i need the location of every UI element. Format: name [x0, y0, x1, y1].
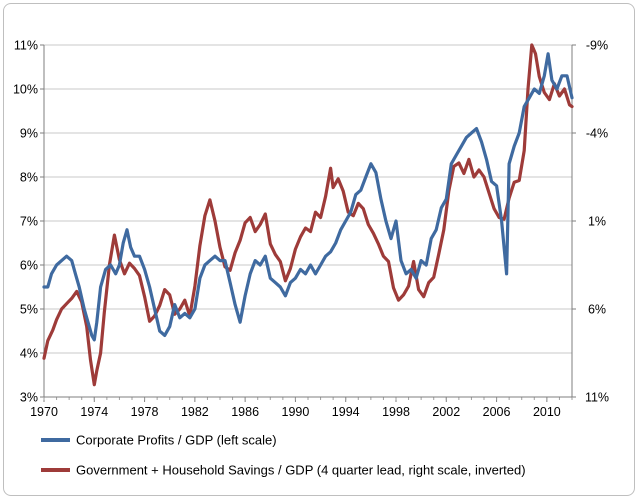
y-left-tick-label: 10% — [13, 83, 38, 97]
axes — [40, 44, 576, 402]
y-right-tick-label: 11% — [585, 391, 609, 405]
legend-label-savings: Government + Household Savings / GDP (4 … — [76, 463, 526, 478]
x-tick-label: 1982 — [181, 405, 209, 419]
x-tick-label: 2010 — [533, 405, 561, 419]
y-left-tick-label: 11% — [14, 39, 38, 53]
y-right-tick-label: 6% — [588, 303, 606, 317]
x-tick-label: 1990 — [282, 405, 310, 419]
x-tick-label: 1986 — [231, 405, 259, 419]
y-right-tick-label: -4% — [586, 127, 608, 141]
y-left-tick-label: 8% — [20, 171, 38, 185]
y-right-tick-label: 1% — [588, 215, 606, 229]
x-tick-label: 1994 — [332, 405, 360, 419]
y-left-tick-label: 4% — [20, 347, 38, 361]
tick-labels: 3% 4% 5% 6% 7% 8% 9% 10% 11% -9% -4% 1% 6% 11% 1970 197… — [13, 39, 609, 420]
x-tick-label: 1974 — [80, 405, 108, 419]
x-tick-label: 2002 — [432, 405, 460, 419]
x-tick-label: 1970 — [30, 405, 58, 419]
series-lines — [42, 43, 574, 387]
legend-label-corporate-profits: Corporate Profits / GDP (left scale) — [76, 433, 277, 448]
y-left-tick-label: 7% — [20, 215, 38, 229]
y-left-tick-label: 3% — [20, 391, 38, 405]
y-left-tick-label: 6% — [20, 259, 38, 273]
legend: Corporate Profits / GDP (left scale) Gove… — [41, 433, 526, 478]
series-line-savings — [42, 43, 574, 387]
x-tick-label: 2006 — [483, 405, 511, 419]
x-tick-label: 1998 — [382, 405, 410, 419]
y-left-tick-label: 9% — [20, 127, 38, 141]
gridlines — [44, 44, 572, 398]
series-line-corporate-profits — [42, 52, 574, 342]
y-left-tick-label: 5% — [20, 303, 38, 317]
y-right-tick-label: -9% — [586, 39, 608, 53]
x-tick-label: 1978 — [131, 405, 159, 419]
